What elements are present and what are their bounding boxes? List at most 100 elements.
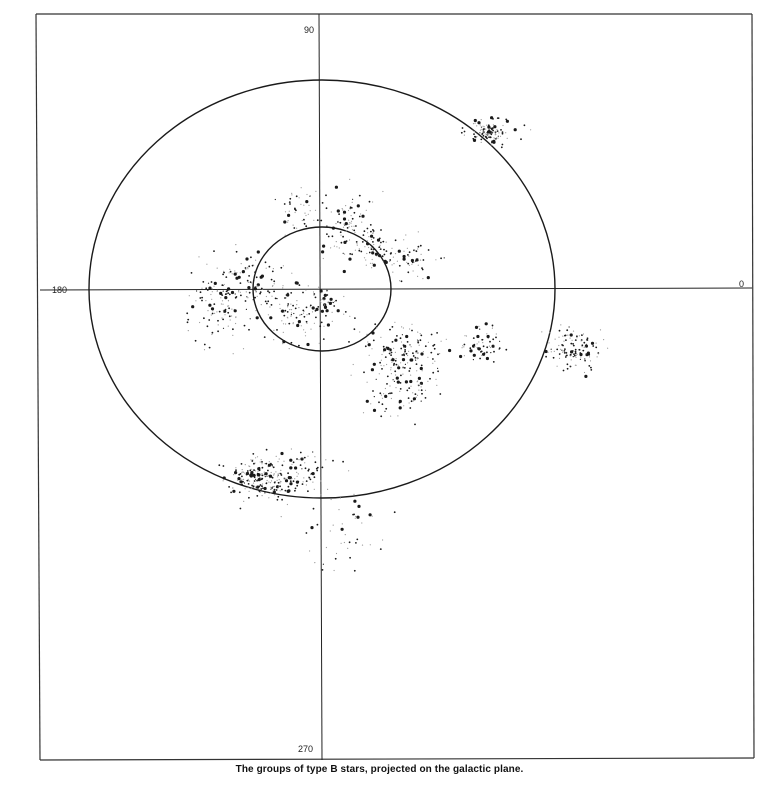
star-point — [285, 477, 287, 479]
star-point — [350, 215, 352, 217]
star-point — [367, 343, 371, 347]
star-point — [272, 268, 274, 270]
star-point — [280, 474, 283, 476]
star-point — [497, 137, 499, 139]
star-point — [231, 273, 233, 275]
star-point — [556, 348, 559, 351]
star-point — [195, 300, 197, 302]
star-point — [424, 397, 427, 399]
star-point — [234, 270, 236, 272]
star-point — [220, 303, 222, 305]
star-point — [372, 248, 374, 250]
star-point — [227, 299, 230, 302]
star-point — [489, 130, 492, 133]
star-point — [496, 130, 499, 133]
star-point — [421, 267, 423, 269]
star-point — [358, 215, 361, 218]
star-point — [210, 307, 215, 311]
star-point — [427, 341, 429, 343]
star-point — [322, 244, 326, 248]
star-point — [252, 482, 255, 484]
star-point — [397, 249, 401, 253]
star-point — [273, 474, 275, 476]
star-point — [480, 141, 482, 143]
star-point — [389, 392, 391, 395]
star-point — [574, 350, 577, 353]
star-point — [412, 397, 416, 401]
star-point — [347, 547, 349, 550]
star-point — [412, 355, 415, 357]
star-point — [188, 295, 190, 297]
star-point — [289, 309, 291, 311]
star-point — [393, 263, 395, 265]
star-point — [383, 253, 386, 256]
star-point — [309, 550, 311, 552]
star-point — [318, 342, 320, 344]
star-point — [582, 349, 585, 352]
star-point — [373, 363, 375, 366]
star-point — [462, 345, 464, 347]
figure-caption: The groups of type B stars, projected on… — [235, 764, 524, 775]
star-point — [269, 474, 271, 477]
star-point — [416, 357, 419, 359]
star-point — [415, 396, 417, 398]
star-point — [231, 308, 233, 310]
star-point — [474, 346, 476, 348]
star-point — [306, 322, 308, 324]
star-point — [374, 252, 378, 256]
star-point — [353, 569, 356, 572]
star-point — [248, 291, 251, 294]
star-point — [417, 258, 420, 261]
star-point — [273, 290, 275, 293]
star-point — [329, 297, 333, 301]
star-point — [472, 129, 474, 131]
star-point — [592, 345, 595, 347]
star-point — [492, 139, 496, 143]
star-point — [576, 337, 578, 339]
star-point — [482, 342, 484, 344]
star-point — [374, 323, 377, 326]
star-point — [408, 387, 411, 389]
star-point — [308, 476, 311, 479]
star-point — [235, 250, 238, 253]
label-left: 180 — [52, 285, 67, 295]
star-point — [482, 131, 484, 133]
star-point — [186, 312, 189, 315]
star-point — [263, 336, 266, 338]
star-point — [251, 460, 254, 462]
star-point — [379, 361, 381, 364]
star-point — [232, 328, 234, 331]
star-point — [282, 331, 284, 333]
star-point — [343, 295, 345, 298]
star-point — [361, 241, 364, 243]
star-point — [295, 195, 298, 198]
star-point — [342, 217, 347, 221]
star-point — [208, 319, 211, 321]
star-point — [586, 339, 588, 341]
star-point — [381, 397, 384, 399]
star-point — [232, 353, 234, 355]
star-point — [286, 311, 289, 313]
star-point — [252, 453, 255, 455]
star-point — [214, 312, 216, 314]
star-point — [315, 307, 319, 311]
star-point — [253, 485, 255, 487]
star-point — [227, 311, 230, 314]
star-point — [279, 307, 281, 310]
star-point — [463, 343, 466, 346]
star-point — [286, 503, 288, 506]
star-point — [563, 350, 566, 352]
star-point — [235, 244, 237, 246]
star-point — [309, 195, 311, 197]
star-point — [394, 253, 397, 255]
star-point — [547, 351, 549, 353]
star-point — [405, 334, 409, 339]
star-point — [393, 511, 396, 514]
star-point — [400, 362, 402, 364]
star-point — [288, 322, 291, 325]
star-point — [412, 392, 414, 394]
star-point — [369, 544, 371, 546]
star-point — [314, 296, 317, 299]
star-point — [500, 129, 502, 131]
